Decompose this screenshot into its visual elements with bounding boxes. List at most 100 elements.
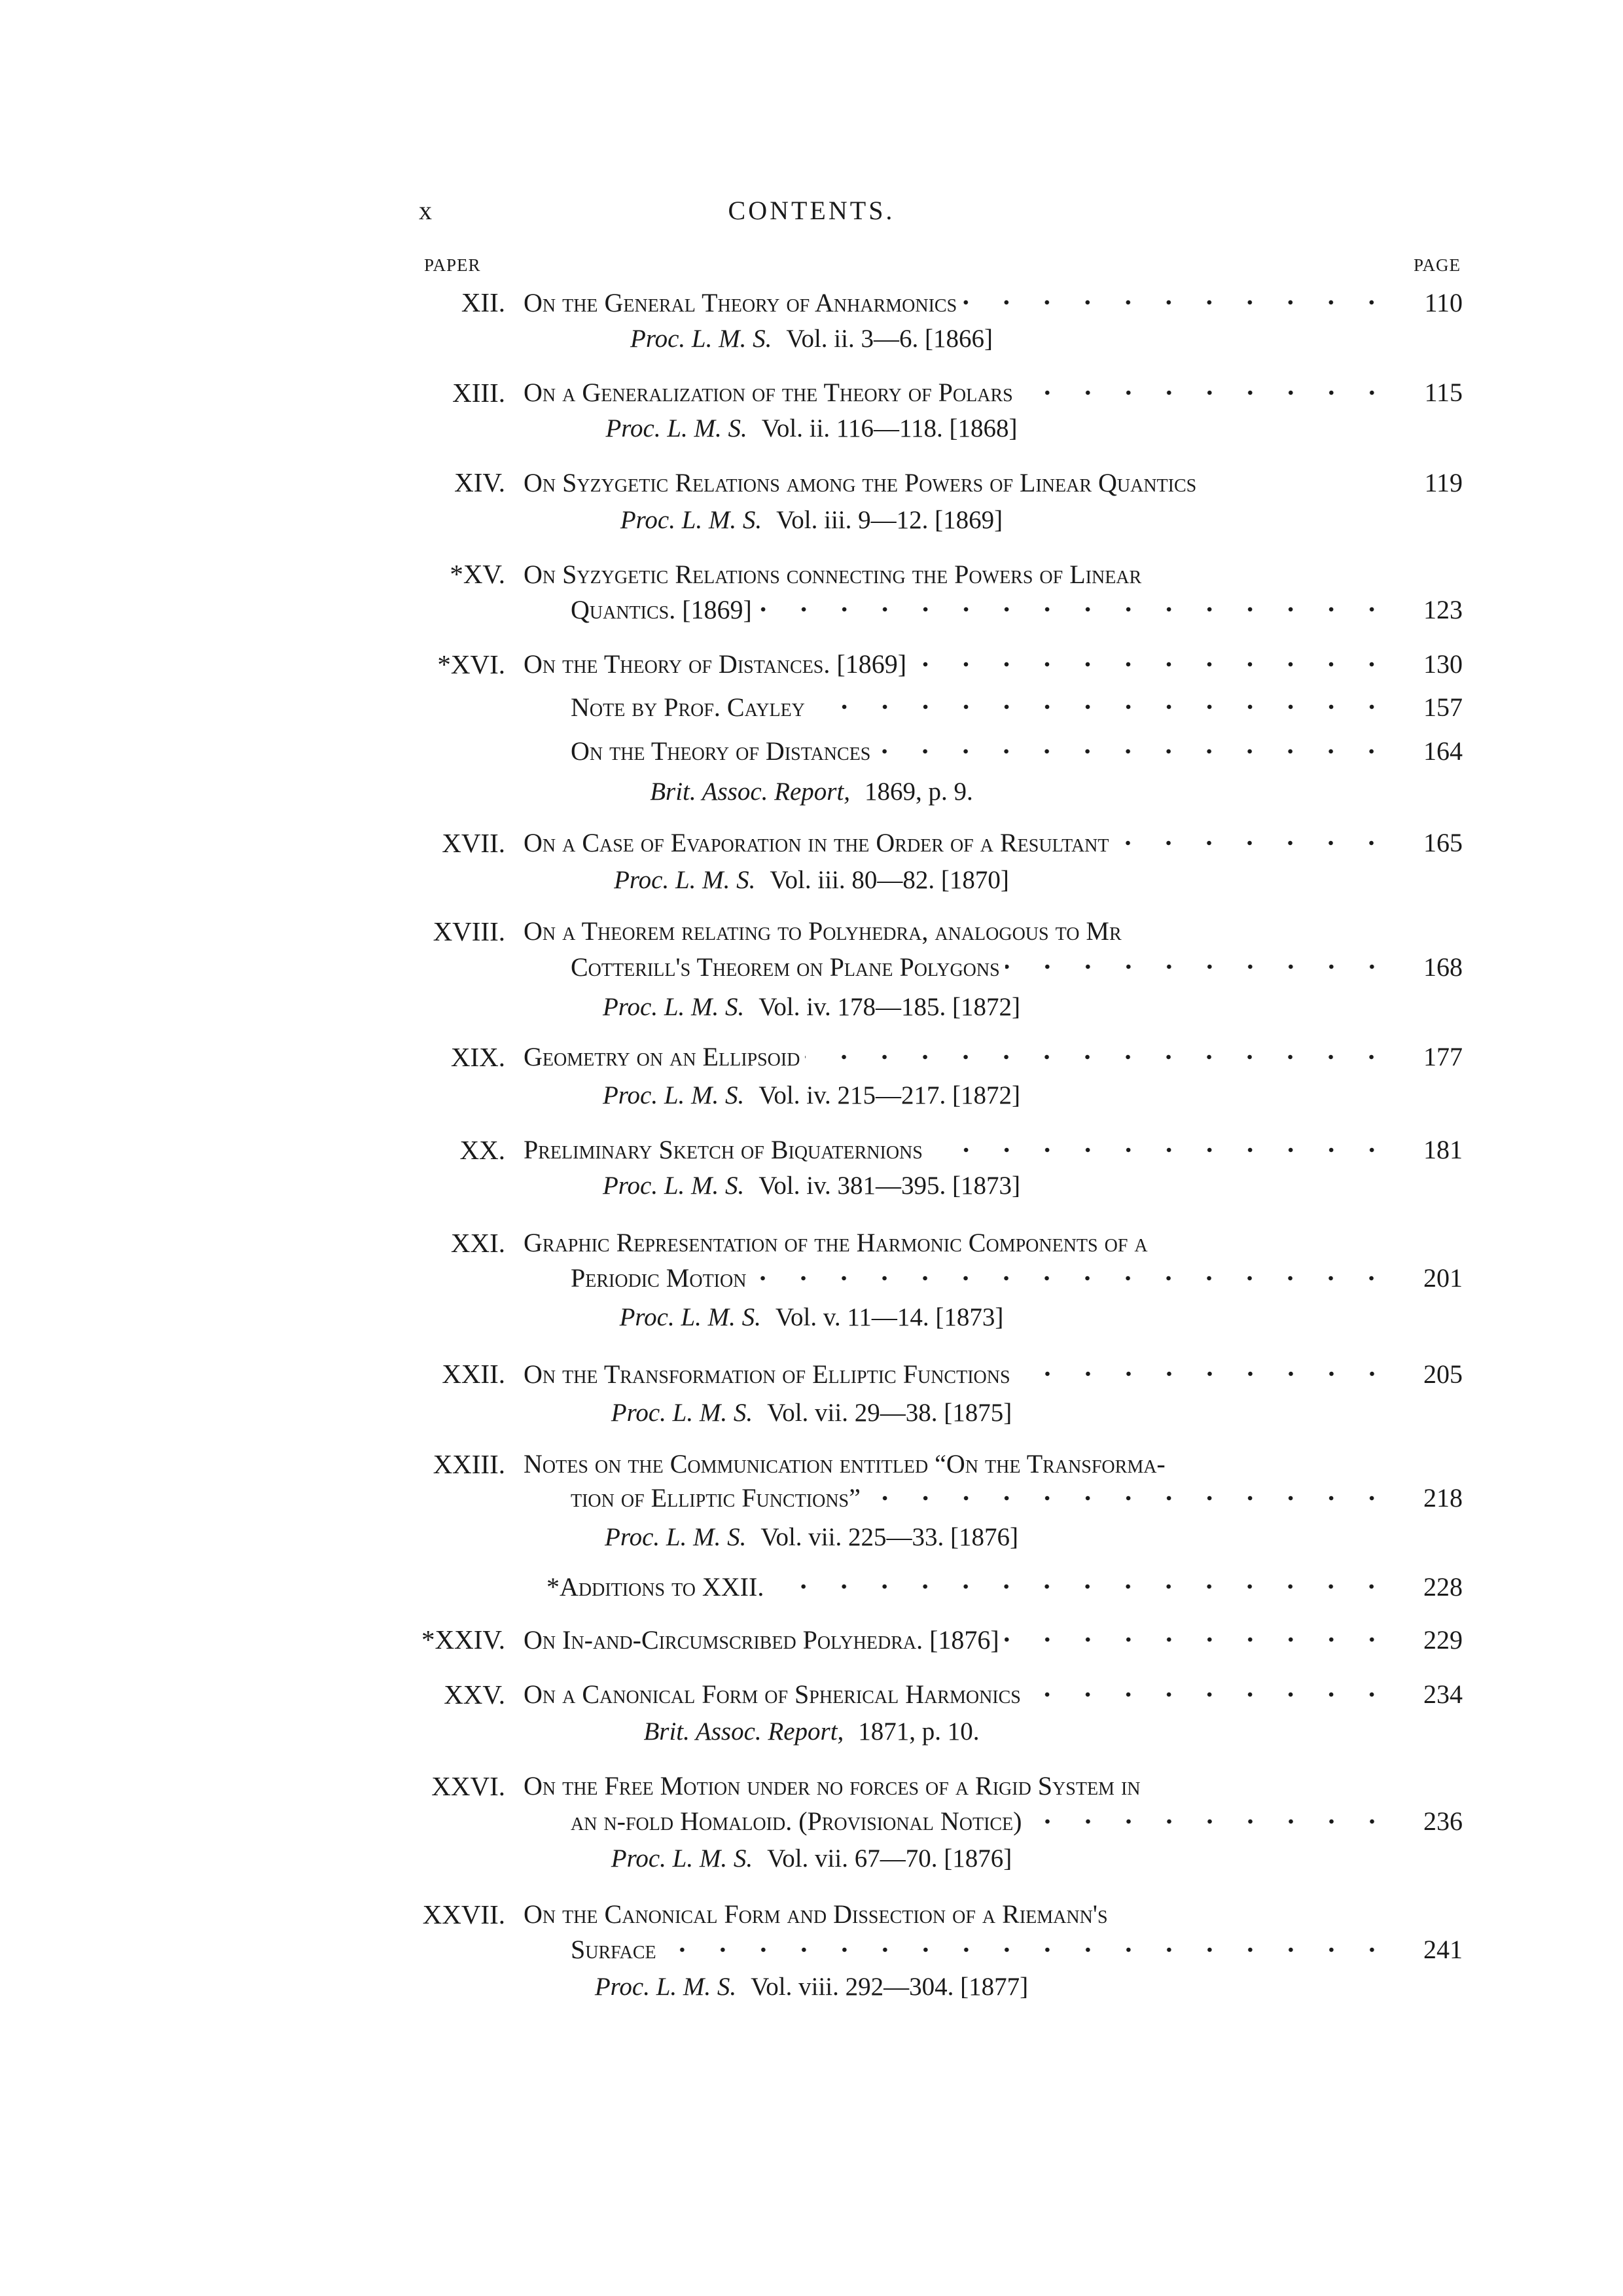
- toc-row: XXII. On the Transformation of Elliptic F…: [442, 1357, 1463, 1390]
- citation: Proc. L. M. S. Vol. vii. 67—70. [1876]: [0, 1844, 1623, 1873]
- citation-journal: Proc. L. M. S.: [614, 866, 756, 895]
- citation-details: 1871, p. 10.: [858, 1717, 980, 1746]
- citation-journal: Proc. L. M. S.: [594, 1973, 737, 2001]
- entry-title[interactable]: an n-fold Homaloid. (Provisional Notice): [571, 1806, 1022, 1837]
- entry-title[interactable]: On Syzygetic Relations among the Powers …: [524, 467, 1197, 497]
- citation-details: Vol. viii. 292—304. [1877]: [751, 1973, 1029, 2001]
- citation: Proc. L. M. S. Vol. v. 11—14. [1873]: [0, 1302, 1623, 1332]
- dot-leader: [912, 660, 1392, 668]
- paper-numeral: XIX.: [450, 1041, 505, 1072]
- citation-journal: Proc. L. M. S.: [602, 1081, 745, 1110]
- dot-leader: [1018, 389, 1392, 396]
- page-number[interactable]: 168: [1423, 952, 1463, 982]
- page-number[interactable]: 236: [1423, 1806, 1463, 1837]
- page-number[interactable]: 130: [1423, 649, 1463, 679]
- entry-title-line: Notes on the Communication entitled “On …: [524, 1448, 1463, 1479]
- entry-title[interactable]: On the Canonical Form and Dissection of …: [524, 1899, 1108, 1929]
- entry-title[interactable]: Note by Prof. Cayley: [571, 692, 805, 722]
- page-number[interactable]: 165: [1423, 828, 1463, 858]
- entry-title-line: Graphic Representation of the Harmonic C…: [524, 1227, 1463, 1258]
- entry-title[interactable]: Graphic Representation of the Harmonic C…: [524, 1228, 1148, 1258]
- toc-row: XXI. Graphic Representation of the Harmon…: [451, 1227, 1463, 1259]
- entry-title[interactable]: On a Theorem relating to Polyhedra, anal…: [524, 916, 1122, 946]
- dot-leader: [876, 747, 1392, 755]
- entry-title[interactable]: On In-and-Circumscribed Polyhedra. [1876…: [524, 1624, 999, 1655]
- entry-title-line: *Additions to XXII. 228: [546, 1571, 1463, 1602]
- page-number[interactable]: 110: [1424, 287, 1463, 317]
- entry-title[interactable]: On a Generalization of the Theory of Pol…: [524, 378, 1013, 408]
- entry-title-line: On the Free Motion under no forces of a …: [524, 1770, 1463, 1801]
- citation-details: Vol. iv. 381—395. [1873]: [758, 1172, 1021, 1200]
- entry-title[interactable]: Cotterill's Theorem on Plane Polygons: [571, 952, 1000, 982]
- citation-details: Vol. iii. 9—12. [1869]: [776, 506, 1003, 534]
- page-number[interactable]: 201: [1423, 1263, 1463, 1293]
- entry-title[interactable]: Geometry on an Ellipsoid: [524, 1042, 800, 1072]
- page-number[interactable]: 164: [1423, 736, 1463, 766]
- toc-row: *Additions to XXII. 228: [524, 1570, 1463, 1603]
- entry-title[interactable]: Quantics. [1869]: [571, 594, 752, 624]
- citation-details: 1869, p. 9.: [865, 777, 973, 806]
- paper-numeral: XXIII.: [433, 1448, 505, 1479]
- entry-title-line: tion of Elliptic Functions” 218: [571, 1482, 1463, 1513]
- page-number[interactable]: 205: [1423, 1359, 1463, 1389]
- entry-title[interactable]: On the Free Motion under no forces of a …: [524, 1771, 1141, 1801]
- entry-title[interactable]: *Additions to XXII.: [546, 1571, 764, 1602]
- entry-title-line: On a Canonical Form of Spherical Harmoni…: [524, 1679, 1463, 1710]
- entry-title[interactable]: Surface: [571, 1935, 656, 1965]
- page-number[interactable]: 181: [1423, 1135, 1463, 1165]
- citation-details: Vol. ii. 3—6. [1866]: [786, 324, 993, 353]
- dot-leader: [751, 1274, 1392, 1282]
- page-number[interactable]: 177: [1423, 1042, 1463, 1072]
- dot-leader: [810, 704, 1392, 711]
- citation: Proc. L. M. S. Vol. vii. 29—38. [1875]: [0, 1398, 1623, 1427]
- paper-numeral: XXI.: [450, 1227, 505, 1258]
- entry-title[interactable]: tion of Elliptic Functions”: [571, 1483, 861, 1513]
- entry-title[interactable]: On the General Theory of Anharmonics: [524, 287, 957, 317]
- citation: Proc. L. M. S. Vol. vii. 225—33. [1876]: [0, 1522, 1623, 1552]
- paper-numeral: *XXIV.: [421, 1624, 505, 1655]
- page-number[interactable]: 234: [1423, 1679, 1463, 1710]
- citation-details: Vol. iv. 215—217. [1872]: [758, 1081, 1021, 1110]
- dot-leader: [769, 1583, 1392, 1590]
- toc-row: XIII. On a Generalization of the Theory o…: [452, 376, 1463, 409]
- page-number[interactable]: 123: [1423, 594, 1463, 624]
- toc-row: Surface 241: [524, 1933, 1463, 1966]
- page-number[interactable]: 241: [1423, 1935, 1463, 1965]
- page-number[interactable]: 218: [1423, 1483, 1463, 1513]
- citation: Proc. L. M. S. Vol. ii. 116—118. [1868]: [0, 414, 1623, 443]
- citation-details: Vol. ii. 116—118. [1868]: [761, 414, 1018, 443]
- entry-title[interactable]: On the Theory of Distances: [571, 736, 871, 766]
- citation-journal: Proc. L. M. S.: [620, 506, 762, 534]
- citation: Proc. L. M. S. Vol. iv. 381—395. [1873]: [0, 1171, 1623, 1200]
- paper-numeral: *XV.: [450, 559, 505, 590]
- page-number[interactable]: 115: [1424, 378, 1463, 408]
- entry-title-line: On Syzygetic Relations connecting the Po…: [524, 559, 1463, 590]
- entry-title[interactable]: Periodic Motion: [571, 1263, 747, 1293]
- toc-row: XVII. On a Case of Evaporation in the Ord…: [442, 827, 1463, 859]
- entry-title-line: On the Theory of Distances 164: [571, 736, 1463, 766]
- toc-row: XXVI. On the Free Motion under no forces …: [431, 1770, 1463, 1803]
- paper-numeral: XVII.: [442, 827, 505, 858]
- entry-title[interactable]: Notes on the Communication entitled “On …: [524, 1449, 1166, 1479]
- entry-title[interactable]: On the Theory of Distances. [1869]: [524, 649, 907, 679]
- entry-title-line: Preliminary Sketch of Biquaternions 181: [524, 1134, 1463, 1165]
- entry-title[interactable]: On a Canonical Form of Spherical Harmoni…: [524, 1679, 1021, 1710]
- page-number[interactable]: 228: [1423, 1571, 1463, 1602]
- dot-leader: [661, 1946, 1392, 1953]
- toc-row: XIV. On Syzygetic Relations among the Pow…: [454, 466, 1463, 499]
- entry-title-line: On the Theory of Distances. [1869] 130: [524, 649, 1463, 679]
- entry-title[interactable]: On the Transformation of Elliptic Functi…: [524, 1359, 1010, 1389]
- page-column-label: PAGE: [1413, 255, 1461, 275]
- entry-title[interactable]: On Syzygetic Relations connecting the Po…: [524, 559, 1142, 589]
- toc-row: *XVI. On the Theory of Distances. [1869] 1…: [437, 648, 1463, 681]
- toc-row: XXIII. Notes on the Communication entitle…: [433, 1448, 1463, 1480]
- toc-row: XXV. On a Canonical Form of Spherical Har…: [444, 1678, 1463, 1711]
- entry-title[interactable]: On a Case of Evaporation in the Order of…: [524, 828, 1109, 858]
- paper-column-label: PAPER: [424, 255, 481, 275]
- toc-row: XXVII. On the Canonical Form and Dissecti…: [423, 1898, 1463, 1931]
- entry-title[interactable]: Preliminary Sketch of Biquaternions: [524, 1135, 923, 1165]
- paper-numeral: XXVII.: [422, 1899, 505, 1929]
- page-number[interactable]: 157: [1423, 692, 1463, 722]
- page-number[interactable]: 229: [1423, 1624, 1463, 1655]
- page-number[interactable]: 119: [1424, 467, 1463, 497]
